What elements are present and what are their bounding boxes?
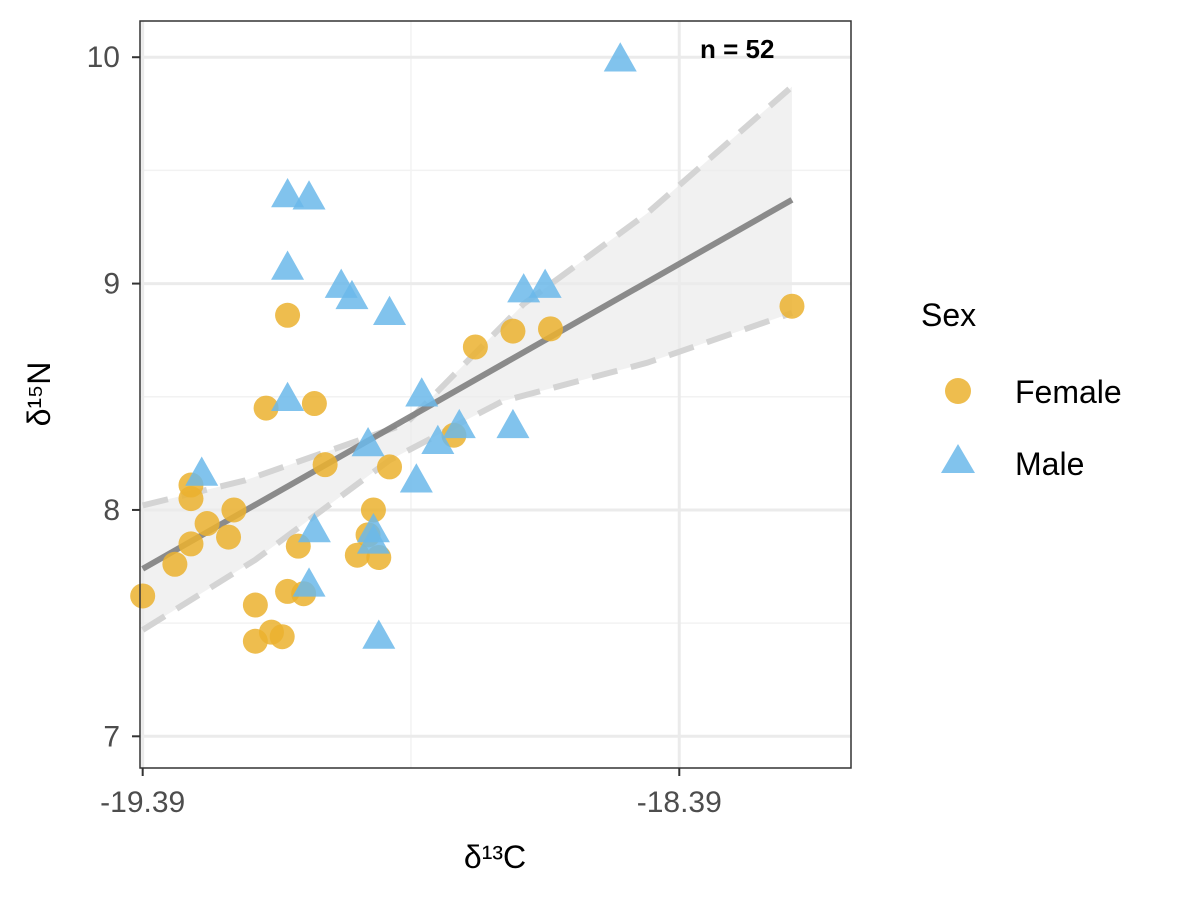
female-point bbox=[162, 551, 188, 577]
x-axis-title: δ¹³C bbox=[464, 839, 526, 875]
male-point bbox=[442, 408, 476, 439]
ci-upper-line bbox=[141, 84, 794, 509]
y-axis-title: δ¹⁵N bbox=[21, 362, 57, 427]
female-point bbox=[216, 524, 242, 550]
confidence-band bbox=[142, 86, 792, 630]
y-tick-label: 7 bbox=[103, 720, 120, 753]
female-point bbox=[242, 592, 268, 618]
regression-line bbox=[141, 197, 794, 572]
female-point bbox=[130, 583, 156, 609]
data-points bbox=[130, 42, 805, 654]
legend-title: Sex bbox=[921, 297, 976, 333]
female-point bbox=[178, 531, 204, 557]
confidence-band-fill bbox=[142, 86, 792, 630]
legend-female-swatch bbox=[945, 378, 971, 404]
panel-border-rect bbox=[139, 20, 852, 769]
male-point bbox=[292, 180, 326, 210]
y-tick-label: 10 bbox=[87, 41, 120, 74]
female-point bbox=[462, 334, 488, 360]
male-point bbox=[271, 381, 305, 412]
male-point bbox=[362, 619, 396, 649]
male-point bbox=[528, 268, 562, 298]
male-point bbox=[373, 295, 407, 325]
y-tick-label: 8 bbox=[103, 494, 120, 527]
plot-border bbox=[139, 20, 852, 769]
male-point bbox=[297, 513, 331, 543]
male-point bbox=[405, 377, 439, 407]
sample-size-annotation: n = 52 bbox=[700, 34, 774, 64]
female-point bbox=[377, 454, 403, 480]
female-point bbox=[538, 316, 564, 342]
female-point bbox=[301, 391, 327, 417]
female-point bbox=[253, 395, 279, 421]
female-point bbox=[221, 497, 247, 523]
male-point bbox=[271, 178, 305, 208]
male-point bbox=[421, 424, 455, 455]
female-point bbox=[312, 452, 338, 478]
male-point bbox=[356, 524, 390, 554]
male-point bbox=[399, 463, 433, 493]
y-tick-label: 9 bbox=[103, 268, 120, 301]
x-tick-label: -19.39 bbox=[100, 786, 185, 819]
male-point bbox=[335, 279, 369, 310]
axes: 7 8 9 10 -19.39 -18.39 bbox=[87, 41, 722, 819]
male-point bbox=[185, 456, 219, 486]
female-point bbox=[269, 624, 295, 650]
male-point bbox=[292, 567, 326, 597]
female-point bbox=[194, 511, 220, 537]
legend-male-label: Male bbox=[1015, 446, 1084, 482]
female-point bbox=[500, 318, 526, 344]
female-point bbox=[275, 302, 301, 328]
female-point bbox=[779, 293, 805, 319]
male-point bbox=[271, 250, 305, 280]
male-point bbox=[603, 42, 637, 72]
x-tick-label: -18.39 bbox=[637, 786, 722, 819]
female-point bbox=[360, 497, 386, 523]
legend-male-swatch bbox=[941, 444, 975, 473]
legend-female-label: Female bbox=[1015, 374, 1122, 410]
male-point bbox=[496, 408, 530, 439]
legend: Sex Female Male bbox=[921, 297, 1122, 482]
male-point bbox=[351, 427, 385, 457]
